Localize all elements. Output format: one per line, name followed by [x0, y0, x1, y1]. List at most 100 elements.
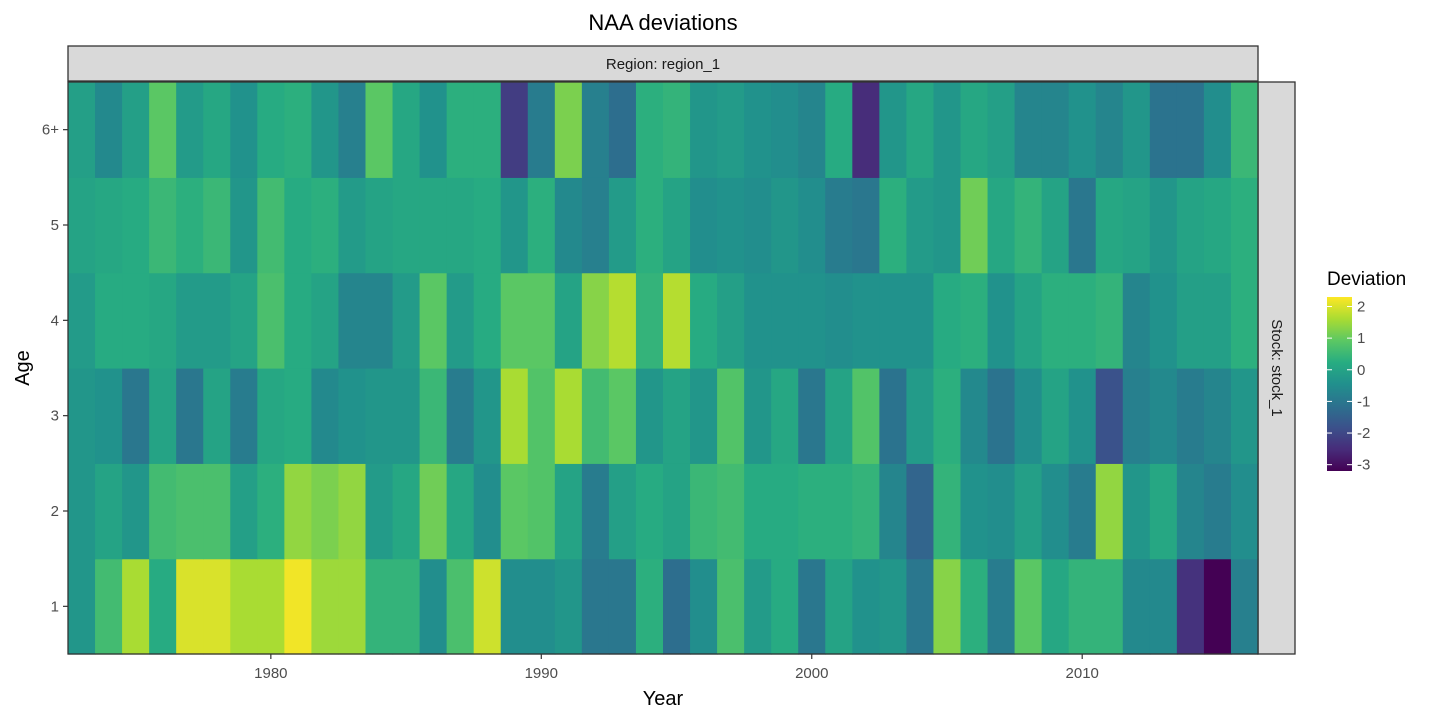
- heatmap-cell: [933, 177, 962, 274]
- heatmap-cell: [987, 558, 1016, 655]
- heatmap-cell: [635, 558, 664, 655]
- heatmap-cell: [1176, 82, 1205, 178]
- heatmap-cell: [1149, 272, 1178, 369]
- legend-tick-label: -3: [1357, 457, 1370, 474]
- heatmap-cell: [1149, 463, 1178, 560]
- heatmap-cell: [95, 272, 123, 369]
- heatmap-cell: [500, 558, 529, 655]
- heatmap-cell: [1203, 177, 1232, 274]
- heatmap-cell: [554, 368, 583, 464]
- heatmap-cell: [825, 272, 853, 369]
- heatmap-cell: [1230, 177, 1259, 274]
- heatmap-cell: [284, 272, 313, 369]
- heatmap-cell: [663, 272, 691, 369]
- heatmap-cell: [554, 177, 583, 274]
- heatmap-cell: [798, 272, 826, 369]
- heatmap-cell: [446, 368, 475, 464]
- heatmap-cell: [446, 82, 475, 178]
- heatmap-cell: [149, 82, 177, 178]
- heatmap-cell: [717, 272, 745, 369]
- heatmap-cell: [987, 82, 1016, 178]
- heatmap-cell: [1149, 177, 1178, 274]
- heatmap-cell: [771, 558, 799, 655]
- heatmap-cell: [771, 177, 799, 274]
- heatmap-cell: [122, 558, 150, 655]
- y-tick-label: 4: [51, 312, 59, 329]
- heatmap-cell: [635, 463, 664, 560]
- heatmap-cell: [744, 463, 772, 560]
- heatmap-cell: [230, 177, 258, 274]
- heatmap-cell: [960, 368, 989, 464]
- heatmap-cell: [554, 272, 583, 369]
- heatmap-cell: [1176, 368, 1205, 464]
- heatmap-cell: [338, 82, 367, 178]
- heatmap-cell: [690, 177, 718, 274]
- heatmap-cell: [1176, 272, 1205, 369]
- heatmap-cell: [635, 368, 664, 464]
- heatmap-cell: [1014, 463, 1043, 560]
- heatmap-cell: [176, 558, 204, 655]
- heatmap-cell: [987, 368, 1016, 464]
- x-tick-label: 2010: [1066, 665, 1099, 682]
- heatmap-cell: [906, 82, 935, 178]
- legend-title: Deviation: [1327, 269, 1406, 290]
- heatmap-cell: [527, 558, 556, 655]
- heatmap-cell: [473, 177, 502, 274]
- heatmap-cell: [284, 463, 313, 560]
- heatmap-cell: [68, 177, 96, 274]
- x-tick-label: 1990: [525, 665, 558, 682]
- heatmap-cell: [933, 272, 962, 369]
- heatmap-cell: [960, 272, 989, 369]
- heatmap-cell: [338, 558, 367, 655]
- heatmap-cell: [392, 272, 421, 369]
- heatmap-cell: [581, 463, 610, 560]
- heatmap-cell: [960, 82, 989, 178]
- heatmap-cell: [1068, 177, 1097, 274]
- heatmap-cell: [825, 368, 853, 464]
- heatmap-cell: [419, 463, 448, 560]
- heatmap-cell: [825, 177, 853, 274]
- heatmap-cell: [122, 368, 150, 464]
- heatmap-cell: [608, 82, 637, 178]
- heatmap-cell: [1203, 558, 1232, 655]
- heatmap-cell: [663, 368, 691, 464]
- heatmap-cell: [717, 558, 745, 655]
- heatmap-cell: [635, 177, 664, 274]
- heatmap-cell: [284, 368, 313, 464]
- heatmap-cell: [933, 368, 962, 464]
- heatmap-cell: [663, 463, 691, 560]
- legend-tick-label: -2: [1357, 425, 1370, 442]
- heatmap-cell: [987, 463, 1016, 560]
- heatmap-cell: [1122, 368, 1151, 464]
- heatmap-cell: [906, 558, 935, 655]
- heatmap-cell: [744, 82, 772, 178]
- y-tick-label: 2: [51, 503, 59, 520]
- heatmap-cell: [95, 177, 123, 274]
- heatmap-cell: [68, 272, 96, 369]
- heatmap-cell: [960, 177, 989, 274]
- heatmap-cell: [257, 177, 285, 274]
- heatmap-cell: [690, 463, 718, 560]
- heatmap-cell: [365, 558, 394, 655]
- heatmap-cell: [68, 368, 96, 464]
- heatmap-cell: [879, 558, 908, 655]
- heatmap-cell: [257, 558, 285, 655]
- y-tick-label: 5: [51, 217, 59, 234]
- heatmap-cell: [95, 82, 123, 178]
- heatmap-cell: [176, 272, 204, 369]
- heatmap-cell: [149, 558, 177, 655]
- heatmap-cell: [473, 558, 502, 655]
- heatmap-cell: [257, 463, 285, 560]
- facet-strip-right: [1257, 81, 1296, 655]
- heatmap-cell: [879, 177, 908, 274]
- heatmap-cell: [960, 463, 989, 560]
- heatmap-cell: [852, 272, 880, 369]
- heatmap-cell: [68, 463, 96, 560]
- heatmap-cell: [311, 177, 340, 274]
- heatmap-cell: [95, 368, 123, 464]
- heatmap-cell: [771, 272, 799, 369]
- heatmap-cell: [1230, 82, 1259, 178]
- heatmap-cell: [906, 463, 935, 560]
- heatmap-cell: [798, 368, 826, 464]
- heatmap-cells: [68, 82, 1259, 655]
